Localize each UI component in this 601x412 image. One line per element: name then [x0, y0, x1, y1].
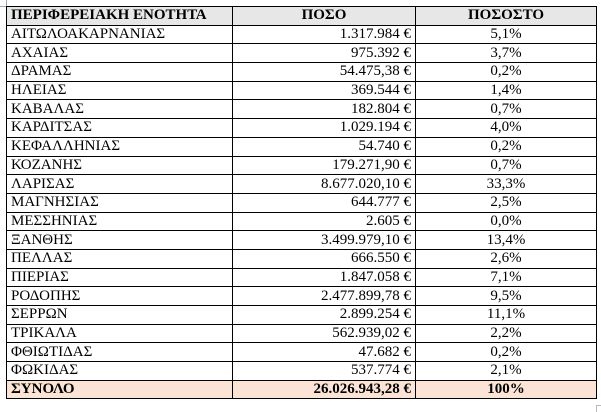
amount-cell: 54.740 € — [232, 136, 416, 157]
amount-cell: 2.899.254 € — [232, 305, 416, 325]
table-row: ΠΙΕΡΙΑΣ 1.847.058 €7,1% — [6, 267, 597, 288]
percent-cell: 1,4% — [415, 80, 597, 101]
table-row: ΚΑΒΑΛΑΣ 182.804 €0,7% — [6, 99, 597, 120]
table-row: ΛΑΡΙΣΑΣ 8.677.020,10 €33,3% — [6, 174, 597, 194]
percent-cell: 2,6% — [415, 248, 597, 269]
region-cell: ΞΑΝΘΗΣ — [6, 230, 233, 250]
amount-cell: 182.804 € — [232, 99, 416, 120]
region-cell: ΠΙΕΡΙΑΣ — [6, 267, 233, 288]
table-row: ΡΟΔΟΠΗΣ 2.477.899,78 €9,5% — [6, 286, 597, 306]
region-cell: ΗΛΕΙΑΣ — [6, 80, 233, 101]
amount-cell: 644.777 € — [232, 192, 416, 213]
percent-cell: 0,2% — [415, 136, 597, 157]
table-row: ΚΕΦΑΛΛΗΝΙΑΣ 54.740 €0,2% — [6, 136, 597, 157]
region-cell: ΦΘΙΩΤΙΔΑΣ — [6, 342, 233, 363]
percent-cell: 0,2% — [415, 62, 597, 82]
percent-cell: 0,2% — [415, 342, 597, 363]
percent-cell: 13,4% — [415, 230, 597, 250]
percent-cell: 2,2% — [415, 323, 597, 344]
percent-cell: 9,5% — [415, 286, 597, 306]
region-cell: ΚΑΒΑΛΑΣ — [6, 99, 233, 120]
amount-cell: 562.939,02 € — [232, 323, 416, 344]
percent-cell: 0,7% — [415, 99, 597, 120]
header-row: ΠΕΡΙΦΕΡΕΙΑΚΗ ΕΝΟΤΗΤΑ ΠΟΣΟ ΠΟΣΟΣΤΟ — [6, 6, 597, 26]
amount-cell: 54.475,38 € — [232, 62, 416, 82]
region-cell: ΣΕΡΡΩΝ — [6, 305, 233, 325]
table-row: ΤΡΙΚΑΛΑ 562.939,02 €2,2% — [6, 323, 597, 344]
table-row: ΑΙΤΩΛΟΑΚΑΡΝΑΝΙΑΣ 1.317.984 €5,1% — [6, 24, 597, 45]
table-resize-handle[interactable] — [596, 405, 601, 412]
table-row: ΚΑΡΔΙΤΣΑΣ 1.029.194 €4,0% — [6, 118, 597, 138]
region-cell: ΦΩΚΙΔΑΣ — [6, 361, 233, 381]
region-cell: ΔΡΑΜΑΣ — [6, 62, 233, 82]
table-row: ΑΧΑΙΑΣ 975.392 €3,7% — [6, 43, 597, 64]
region-cell: ΑΙΤΩΛΟΑΚΑΡΝΑΝΙΑΣ — [6, 24, 233, 45]
region-cell: ΜΑΓΝΗΣΙΑΣ — [6, 192, 233, 213]
percent-cell: 5,1% — [415, 24, 597, 45]
percent-cell: 11,1% — [415, 305, 597, 325]
total-amount: 26.026.943,28 € — [232, 379, 416, 400]
percent-cell: 33,3% — [415, 174, 597, 194]
amount-cell: 666.550 € — [232, 248, 416, 269]
amount-cell: 47.682 € — [232, 342, 416, 363]
table-row: ΣΕΡΡΩΝ 2.899.254 €11,1% — [6, 305, 597, 325]
percent-cell: 3,7% — [415, 43, 597, 64]
table-row: ΜΑΓΝΗΣΙΑΣ 644.777 €2,5% — [6, 192, 597, 213]
region-cell: ΠΕΛΛΑΣ — [6, 248, 233, 269]
region-cell: ΚΑΡΔΙΤΣΑΣ — [6, 118, 233, 138]
total-label: ΣΥΝΟΛΟ — [6, 379, 233, 400]
region-cell: ΑΧΑΙΑΣ — [6, 43, 233, 64]
header-amount: ΠΟΣΟ — [232, 6, 416, 26]
table-row: ΗΛΕΙΑΣ 369.544 €1,4% — [6, 80, 597, 101]
region-cell: ΜΕΣΣΗΝΙΑΣ — [6, 211, 233, 232]
regional-amounts-table: ΠΕΡΙΦΕΡΕΙΑΚΗ ΕΝΟΤΗΤΑ ΠΟΣΟ ΠΟΣΟΣΤΟ ΑΙΤΩΛΟ… — [6, 6, 597, 400]
region-cell: ΤΡΙΚΑΛΑ — [6, 323, 233, 344]
region-cell: ΛΑΡΙΣΑΣ — [6, 174, 233, 194]
table-row: ΠΕΛΛΑΣ 666.550 €2,6% — [6, 248, 597, 269]
header-percent: ΠΟΣΟΣΤΟ — [415, 6, 597, 26]
amount-cell: 2.605 € — [232, 211, 416, 232]
table-row: ΜΕΣΣΗΝΙΑΣ 2.605 €0,0% — [6, 211, 597, 232]
amount-cell: 1.847.058 € — [232, 267, 416, 288]
percent-cell: 0,7% — [415, 155, 597, 176]
amount-cell: 8.677.020,10 € — [232, 174, 416, 194]
percent-cell: 0,0% — [415, 211, 597, 232]
amount-cell: 2.477.899,78 € — [232, 286, 416, 306]
total-row: ΣΥΝΟΛΟ 26.026.943,28 €100% — [6, 379, 597, 400]
region-cell: ΚΕΦΑΛΛΗΝΙΑΣ — [6, 136, 233, 157]
percent-cell: 7,1% — [415, 267, 597, 288]
table-move-handle[interactable] — [0, 0, 7, 7]
percent-cell: 4,0% — [415, 118, 597, 138]
region-cell: ΚΟΖΑΝΗΣ — [6, 155, 233, 176]
amount-cell: 975.392 € — [232, 43, 416, 64]
amount-cell: 3.499.979,10 € — [232, 230, 416, 250]
percent-cell: 2,5% — [415, 192, 597, 213]
table-row: ΦΩΚΙΔΑΣ 537.774 €2,1% — [6, 361, 597, 381]
table-row: ΚΟΖΑΝΗΣ 179.271,90 €0,7% — [6, 155, 597, 176]
amount-cell: 1.029.194 € — [232, 118, 416, 138]
amount-cell: 537.774 € — [232, 361, 416, 381]
total-percent: 100% — [415, 379, 597, 400]
table-row: ΔΡΑΜΑΣ 54.475,38 €0,2% — [6, 62, 597, 82]
amount-cell: 1.317.984 € — [232, 24, 416, 45]
amount-cell: 179.271,90 € — [232, 155, 416, 176]
table-row: ΞΑΝΘΗΣ 3.499.979,10 €13,4% — [6, 230, 597, 250]
percent-cell: 2,1% — [415, 361, 597, 381]
header-region: ΠΕΡΙΦΕΡΕΙΑΚΗ ΕΝΟΤΗΤΑ — [6, 6, 233, 26]
table-row: ΦΘΙΩΤΙΔΑΣ 47.682 €0,2% — [6, 342, 597, 363]
region-cell: ΡΟΔΟΠΗΣ — [6, 286, 233, 306]
amount-cell: 369.544 € — [232, 80, 416, 101]
